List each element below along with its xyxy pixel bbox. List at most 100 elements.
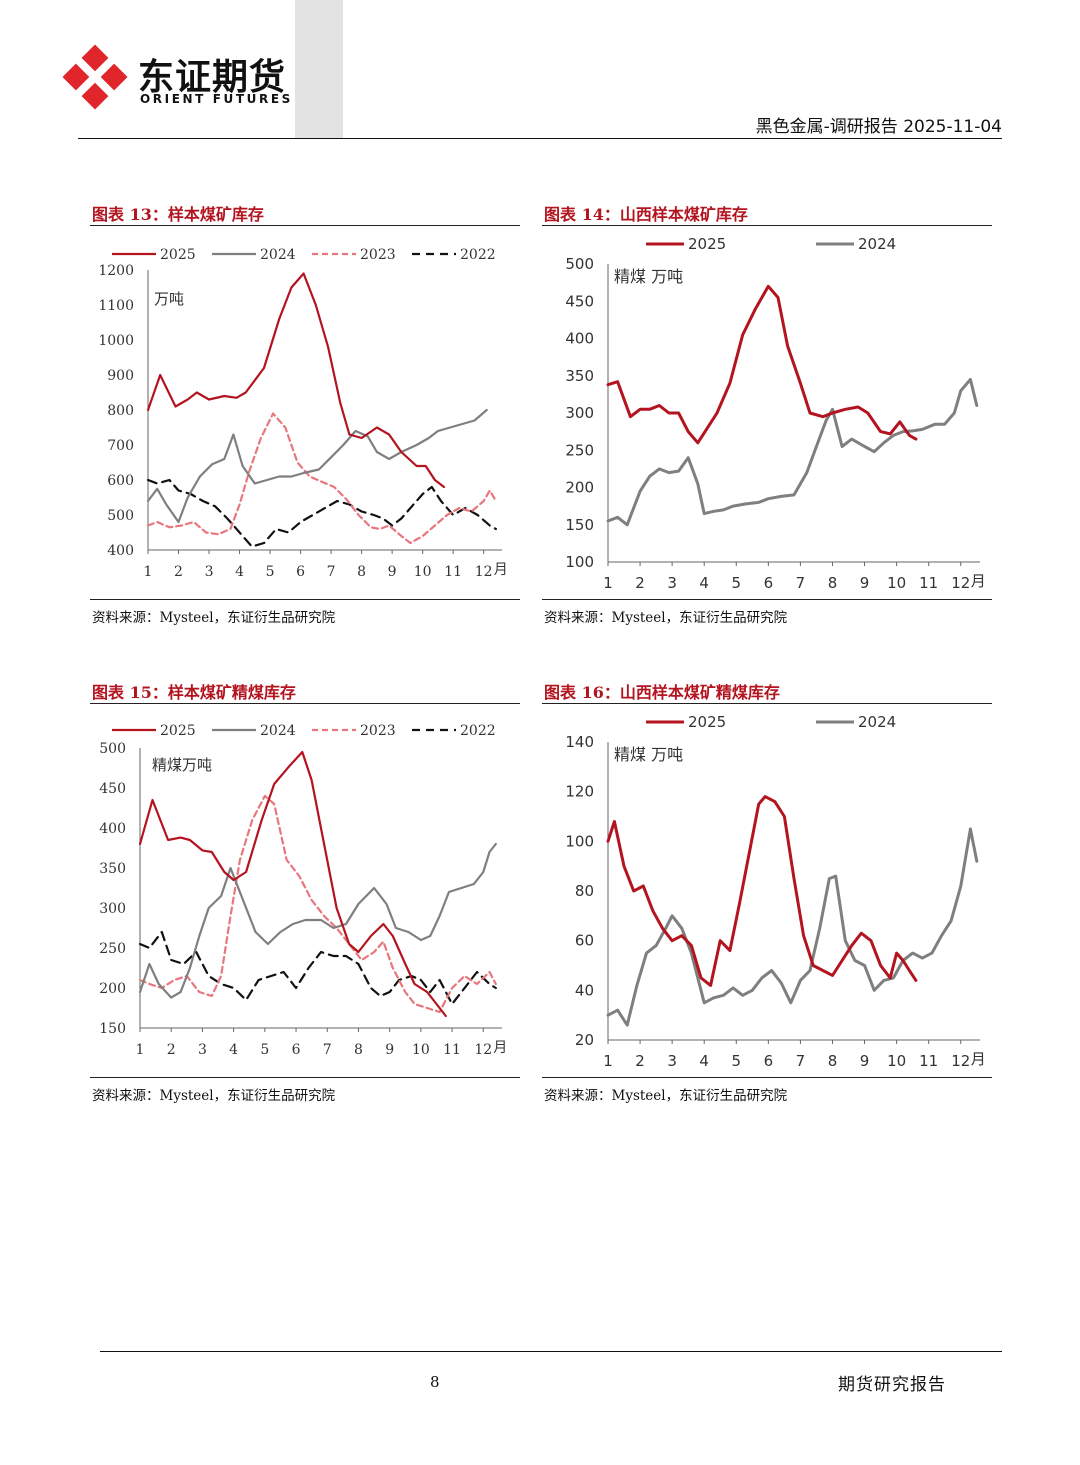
series-line-2024 [146,408,488,524]
x-tick-label: 12 [951,1052,970,1070]
series-line-2024 [606,827,979,1027]
y-tick-label: 100 [565,832,594,850]
chart-13-title: 图表 13：样本煤矿库存 [92,205,264,224]
chart-14-title-rule [542,225,992,226]
y-tick-label: 200 [99,981,126,997]
series-line-2022 [146,478,497,548]
x-axis-month-suffix: 月 [971,572,986,590]
series-line-2025 [146,272,446,489]
x-axis-month-suffix: 月 [493,1040,507,1056]
x-tick-label: 7 [796,1052,806,1070]
y-tick-label: 250 [99,941,126,957]
x-tick-label: 12 [475,564,493,580]
chart-14-source: 资料来源：Mysteel，东证衍生品研究院 [544,610,788,626]
chart-16-title: 图表 16：山西样本煤矿精煤库存 [544,683,780,702]
y-tick-label: 150 [565,516,594,534]
x-tick-label: 11 [444,564,462,580]
y-tick-label: 350 [99,861,126,877]
x-tick-label: 5 [260,1042,269,1058]
x-tick-label: 11 [919,1052,938,1070]
y-tick-label: 100 [565,553,594,571]
y-tick-label: 80 [575,882,594,900]
x-tick-label: 10 [414,564,432,580]
legend-label-2023: 2023 [360,723,396,739]
x-tick-label: 1 [603,574,613,592]
series-line-2024 [606,378,979,527]
y-tick-label: 40 [575,981,594,999]
footer-label: 期货研究报告 [838,1375,946,1395]
chart-15-title: 图表 15：样本煤矿精煤库存 [92,683,296,702]
y-tick-label: 120 [565,783,594,801]
x-tick-label: 5 [732,1052,742,1070]
x-tick-label: 7 [327,564,336,580]
x-tick-label: 4 [235,564,244,580]
legend-label-2025: 2025 [160,247,196,263]
x-tick-label: 5 [266,564,275,580]
legend-label-2022: 2022 [460,247,496,263]
x-tick-label: 2 [635,1052,645,1070]
chart-13-title-rule [90,225,520,226]
y-tick-label: 250 [565,441,594,459]
x-tick-label: 9 [385,1042,394,1058]
x-tick-label: 2 [174,564,183,580]
x-tick-label: 2 [635,574,645,592]
y-tick-label: 400 [107,543,134,559]
legend-label-2025: 2025 [688,235,726,253]
chart-13-source: 资料来源：Mysteel，东证衍生品研究院 [92,610,336,626]
y-tick-label: 600 [107,473,134,489]
x-tick-label: 6 [292,1042,301,1058]
x-tick-label: 10 [412,1042,430,1058]
chart-14-title: 图表 14：山西样本煤矿库存 [544,205,748,224]
x-tick-label: 8 [828,574,838,592]
x-tick-label: 3 [667,574,677,592]
header-accent-band [295,0,343,138]
x-tick-label: 9 [860,1052,870,1070]
chart-15-bottom-rule [90,1077,520,1078]
x-tick-label: 4 [699,574,709,592]
logo [60,42,130,112]
footer-divider [100,1351,1002,1352]
x-tick-label: 6 [764,574,774,592]
x-axis-month-suffix: 月 [971,1050,986,1068]
y-tick-label: 140 [565,733,594,751]
y-tick-label: 450 [99,781,126,797]
y-tick-label: 400 [99,821,126,837]
unit-label: 万吨 [154,290,184,308]
series-line-2025 [606,795,918,987]
x-tick-label: 4 [229,1042,238,1058]
unit-label: 精煤 万吨 [614,267,683,286]
series-line-2022 [138,930,497,1006]
x-tick-label: 11 [443,1042,461,1058]
y-tick-label: 800 [107,403,134,419]
x-tick-label: 5 [732,574,742,592]
chart-16-bottom-rule [542,1077,992,1078]
x-tick-label: 1 [136,1042,145,1058]
x-tick-label: 9 [860,574,870,592]
x-tick-label: 3 [667,1052,677,1070]
x-tick-label: 10 [887,1052,906,1070]
x-tick-label: 4 [699,1052,709,1070]
chart-13-bottom-rule [90,599,520,600]
legend-label-2023: 2023 [360,247,396,263]
brand-name-en: ORIENT FUTURES [140,92,293,106]
x-tick-label: 8 [357,564,366,580]
chart-14-bottom-rule [542,599,992,600]
unit-label: 精煤万吨 [152,756,212,774]
y-tick-label: 1200 [98,263,134,279]
y-tick-label: 400 [565,330,594,348]
x-tick-label: 6 [296,564,305,580]
y-tick-label: 450 [565,292,594,310]
chart-15-title-rule [90,703,520,704]
x-tick-label: 11 [919,574,938,592]
x-tick-label: 7 [796,574,806,592]
x-tick-label: 12 [474,1042,492,1058]
y-tick-label: 60 [575,932,594,950]
series-line-2023 [138,794,497,1014]
y-tick-label: 150 [99,1021,126,1037]
series-line-2025 [138,750,447,1018]
legend-label-2024: 2024 [858,713,896,731]
brand-name-cn: 东证期货 [138,57,287,98]
